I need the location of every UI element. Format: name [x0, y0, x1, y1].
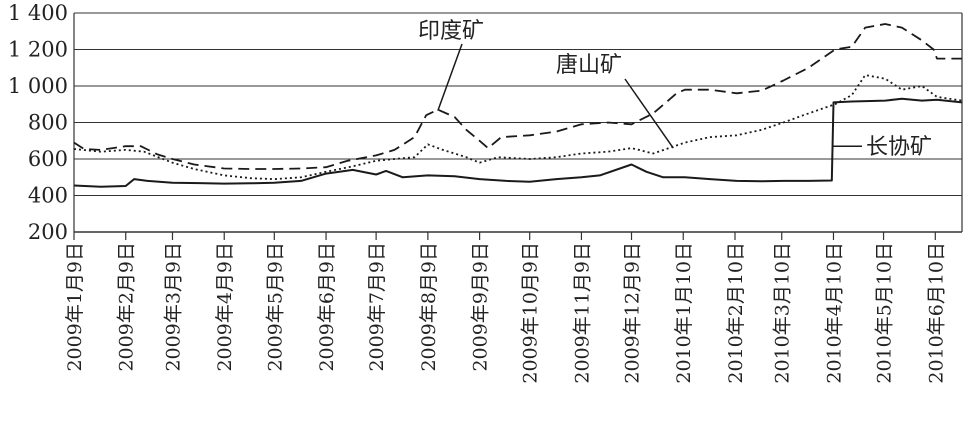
series-lines — [73, 23, 963, 188]
x-tick-label: 2010年3月10日 — [772, 242, 794, 384]
annotation-label: 唐山矿 — [556, 53, 622, 78]
y-tick-label: 200 — [28, 220, 68, 244]
x-tick-label: 2009年10月9日 — [520, 242, 542, 384]
x-tick-label: 2009年9月9日 — [470, 242, 492, 372]
series-line-1 — [73, 74, 963, 180]
x-tick-label: 2009年4月9日 — [214, 242, 236, 372]
x-tick-label: 2009年3月9日 — [162, 242, 184, 372]
x-tick-label: 2009年8月9日 — [418, 242, 440, 372]
x-tick-label: 2009年2月9日 — [116, 242, 138, 372]
x-tick-label: 2010年2月10日 — [725, 242, 747, 384]
y-tick-label: 1 200 — [8, 38, 68, 62]
gridlines — [73, 12, 963, 233]
x-tick-label: 2009年1月9日 — [64, 242, 86, 372]
x-axis-tick-labels: 2009年1月9日 2009年2月9日 2009年3月9日 2009年4月9日 2009… — [64, 232, 947, 384]
y-tick-label: 800 — [28, 111, 68, 135]
x-tick-label: 2010年6月10日 — [925, 242, 947, 384]
series-line-2 — [73, 97, 963, 188]
series-line-0 — [73, 23, 962, 170]
annotation-label: 印度矿 — [418, 19, 484, 44]
x-tick-label: 2009年12月9日 — [622, 242, 644, 384]
x-tick-label: 2010年4月10日 — [823, 242, 845, 384]
y-tick-label: 400 — [28, 184, 68, 208]
x-tick-label: 2010年1月10日 — [673, 242, 695, 384]
y-tick-label: 600 — [28, 147, 68, 171]
annotation-leader — [624, 78, 674, 149]
annotation-label: 长协矿 — [866, 135, 932, 160]
x-tick-label: 2010年5月10日 — [874, 242, 896, 384]
x-tick-label: 2009年6月9日 — [316, 242, 338, 372]
y-axis-tick-labels: 200 400 600 800 1 000 1 200 1 400 — [8, 1, 68, 244]
y-tick-label: 1 400 — [8, 1, 68, 25]
y-tick-label: 1 000 — [8, 74, 68, 98]
x-tick-label: 2009年5月9日 — [264, 242, 286, 372]
x-tick-label: 2009年11月9日 — [571, 242, 593, 384]
x-tick-label: 2009年7月9日 — [366, 242, 388, 372]
annotation-leader — [437, 43, 463, 111]
